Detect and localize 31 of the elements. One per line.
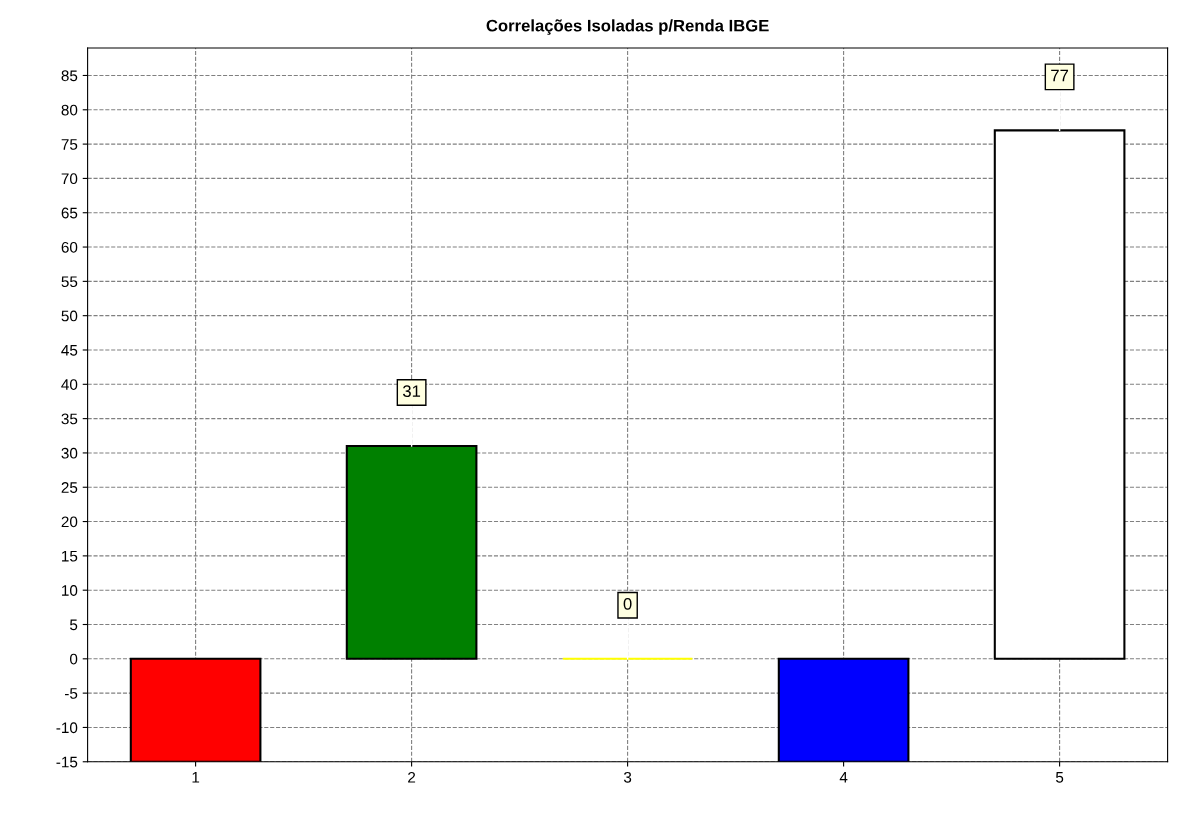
y-tick-label: 35 (61, 413, 78, 425)
data-label: 77 (1051, 69, 1069, 82)
x-tick-label: 2 (408, 771, 416, 783)
data-label: 31 (402, 385, 421, 398)
y-tick-label: 40 (61, 379, 78, 390)
y-tick-label: 80 (61, 104, 78, 116)
bar (345, 445, 478, 660)
y-tick-label: 45 (61, 345, 78, 356)
y-tick-label: 60 (61, 241, 78, 253)
y-tick-label: 10 (62, 585, 78, 596)
y-tick-label: 70 (61, 173, 78, 185)
y-tick-label: 75 (61, 139, 78, 150)
y-tick-label: 55 (61, 276, 78, 288)
x-tick-label: 1 (192, 772, 200, 783)
data-label: 0 (623, 597, 632, 610)
y-tick-label: -15 (56, 756, 78, 768)
y-tick-label: 50 (61, 310, 78, 322)
x-tick-label: 3 (623, 771, 632, 783)
y-tick-label: 20 (61, 516, 78, 528)
y-tick-label: 25 (61, 482, 78, 493)
x-tick-label: 5 (1055, 772, 1064, 783)
y-tick-label: 30 (61, 447, 78, 459)
y-tick-label: 65 (61, 207, 78, 219)
y-tick-label: -10 (56, 722, 78, 734)
x-tick-label: 4 (839, 772, 848, 783)
y-tick-label: 15 (62, 550, 78, 562)
y-tick-label: 5 (69, 619, 78, 631)
y-tick-label: 85 (61, 70, 78, 82)
y-tick-label: 0 (69, 653, 78, 665)
chart-title: Correlações Isoladas p/Renda IBGE (486, 19, 769, 35)
y-tick-label: -5 (64, 688, 78, 699)
